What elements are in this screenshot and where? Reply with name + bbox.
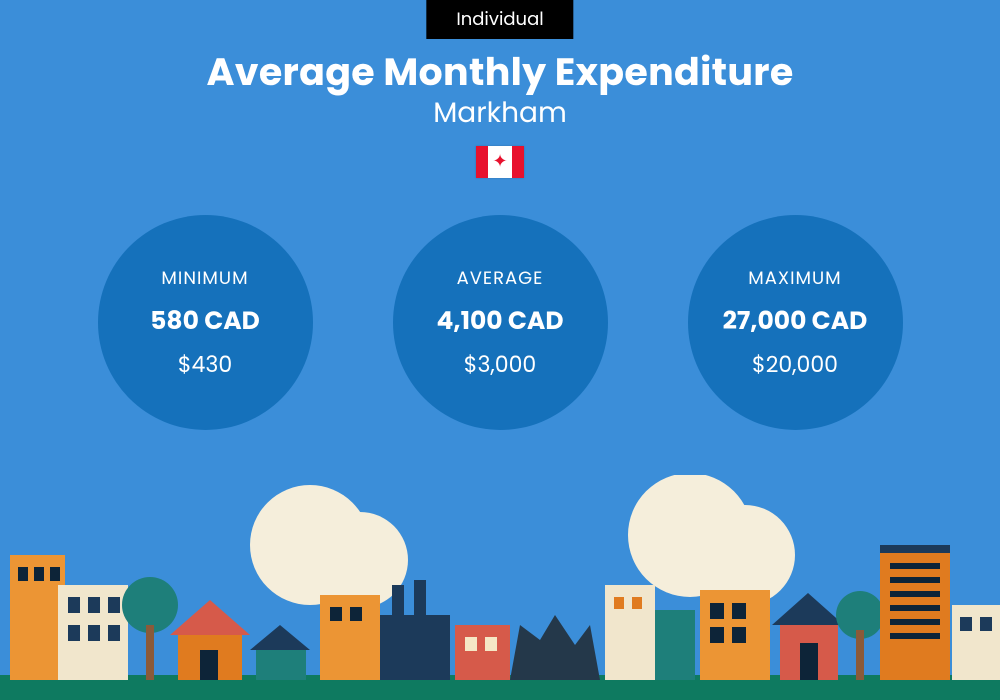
stat-primary-value: 4,100 CAD [436, 302, 563, 340]
page-subtitle: Markham [0, 92, 1000, 134]
stat-circle-average: AVERAGE 4,100 CAD $3,000 [393, 215, 608, 430]
stat-secondary-value: $20,000 [752, 348, 838, 381]
stat-label: MINIMUM [161, 265, 248, 292]
stat-primary-value: 27,000 CAD [723, 302, 868, 340]
clouds-group [250, 475, 795, 608]
stat-secondary-value: $3,000 [464, 348, 536, 381]
stat-circle-minimum: MINIMUM 580 CAD $430 [98, 215, 313, 430]
buildings-group [10, 545, 1000, 680]
stat-circle-maximum: MAXIMUM 27,000 CAD $20,000 [688, 215, 903, 430]
stat-label: MAXIMUM [748, 265, 841, 292]
stat-secondary-value: $430 [178, 348, 232, 381]
flag-left-bar [476, 146, 488, 178]
stat-circles-row: MINIMUM 580 CAD $430 AVERAGE 4,100 CAD $… [0, 215, 1000, 430]
flag-right-bar [512, 146, 524, 178]
canada-flag-icon: ✦ [476, 146, 524, 178]
category-tag: Individual [426, 0, 573, 39]
skyline-illustration [0, 475, 1000, 700]
category-tag-label: Individual [456, 7, 543, 32]
stat-label: AVERAGE [457, 265, 544, 292]
stat-primary-value: 580 CAD [150, 302, 260, 340]
infographic-canvas: Individual Average Monthly Expenditure M… [0, 0, 1000, 700]
flag-center: ✦ [488, 146, 512, 178]
skyline-svg [0, 475, 1000, 700]
maple-leaf-icon: ✦ [492, 153, 507, 171]
